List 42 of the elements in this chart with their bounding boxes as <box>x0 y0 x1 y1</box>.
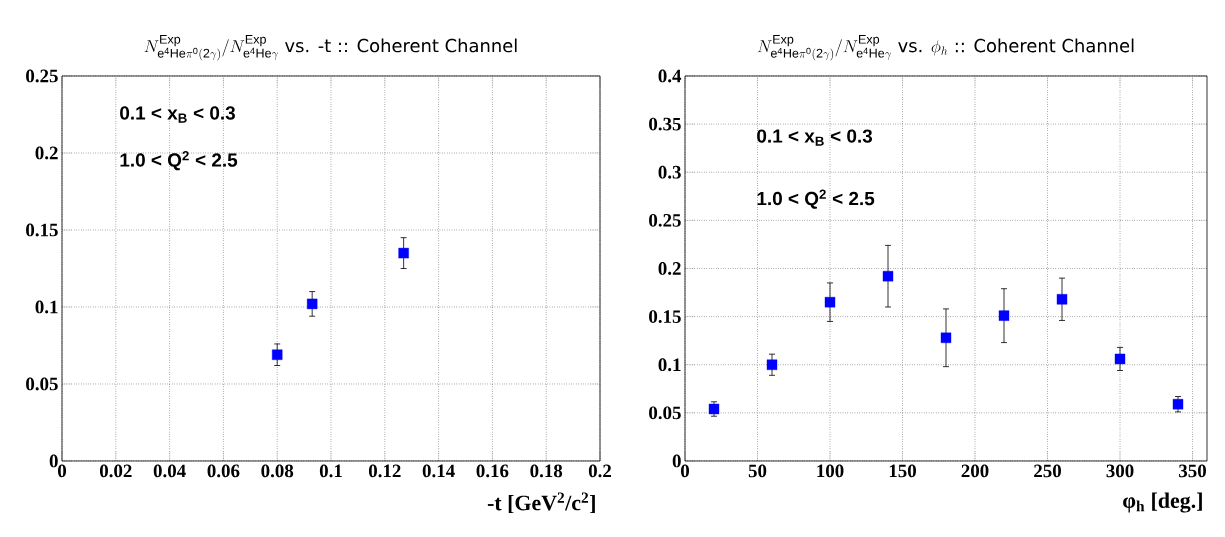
y-tick-label: 0.25 <box>649 213 681 227</box>
y-tick-label: 0.4 <box>658 69 682 83</box>
x-tick-label: 0.16 <box>476 464 509 478</box>
y-tick-label: 0 <box>672 454 681 468</box>
x-tick-label: 0.02 <box>99 464 132 478</box>
chart-title: $N^{\mathrm{Exp}}_{\mathrm{e^{4}He\pi^{0}(2\gamma)}}/N^{\mathrm{Exp}}_{\mathrm{e^{4}He\gamma}}\ \mbox{vs. }\phi_{h}\ \mbox{:: Coherent Channel}$ <box>757 34 1134 61</box>
x-axis-title: -t [GeV$^{2}$/c$^{2}$] <box>487 492 595 514</box>
y-tick-label: 0.1 <box>35 300 58 314</box>
annotation: 0.1 < x$_{B}$ < 0.3 <box>120 106 235 123</box>
x-tick-label: 50 <box>748 464 767 478</box>
x-tick-label: 350 <box>1179 464 1206 478</box>
y-tick-label: 0.2 <box>35 146 58 160</box>
x-tick-label: 300 <box>1106 464 1134 478</box>
x-tick-label: 0.18 <box>530 464 563 478</box>
y-tick-label: 0 <box>49 454 58 468</box>
y-tick-label: 0.05 <box>26 377 58 391</box>
y-tick-label: 0.2 <box>658 262 681 275</box>
y-tick-label: 0.25 <box>26 69 58 83</box>
annotation: 1.0 < Q$^{2}$ < 2.5 <box>120 151 238 171</box>
x-tick-label: 0.04 <box>153 464 186 478</box>
x-tick-label: 0.14 <box>422 464 455 478</box>
x-tick-label: 0.08 <box>261 464 294 478</box>
x-tick-label: 250 <box>1034 464 1061 478</box>
x-axis-title: φ$_{h}$ [deg.] <box>1123 492 1202 513</box>
x-tick-label: 0.2 <box>588 464 612 478</box>
y-tick-label: 0.15 <box>26 223 58 237</box>
chart-title: $N^{\mathrm{Exp}}_{\mathrm{e^{4}He\pi^{0}(2\gamma)}}/N^{\mathrm{Exp}}_{\mathrm{e^{4}He\gamma}}\ \mbox{vs. -t :: Coherent Channel}$ <box>144 34 517 61</box>
x-tick-label: 0.06 <box>207 464 240 478</box>
y-tick-label: 0.05 <box>649 406 681 420</box>
y-tick-label: 0.15 <box>649 310 681 324</box>
x-tick-label: 0.1 <box>319 464 342 478</box>
x-tick-label: 150 <box>889 464 916 478</box>
x-tick-label: 200 <box>961 464 989 478</box>
y-tick-label: 0.35 <box>649 117 681 131</box>
x-tick-label: 100 <box>817 464 844 478</box>
x-tick-label: 0 <box>58 464 67 478</box>
x-tick-label: 0 <box>681 464 690 478</box>
x-tick-label: 0.12 <box>368 464 401 478</box>
annotation: 0.1 < x$_{B}$ < 0.3 <box>757 129 873 146</box>
y-tick-label: 0.1 <box>658 358 681 372</box>
y-tick-label: 0.3 <box>658 165 681 179</box>
annotation: 1.0 < Q$^{2}$ < 2.5 <box>757 189 875 209</box>
